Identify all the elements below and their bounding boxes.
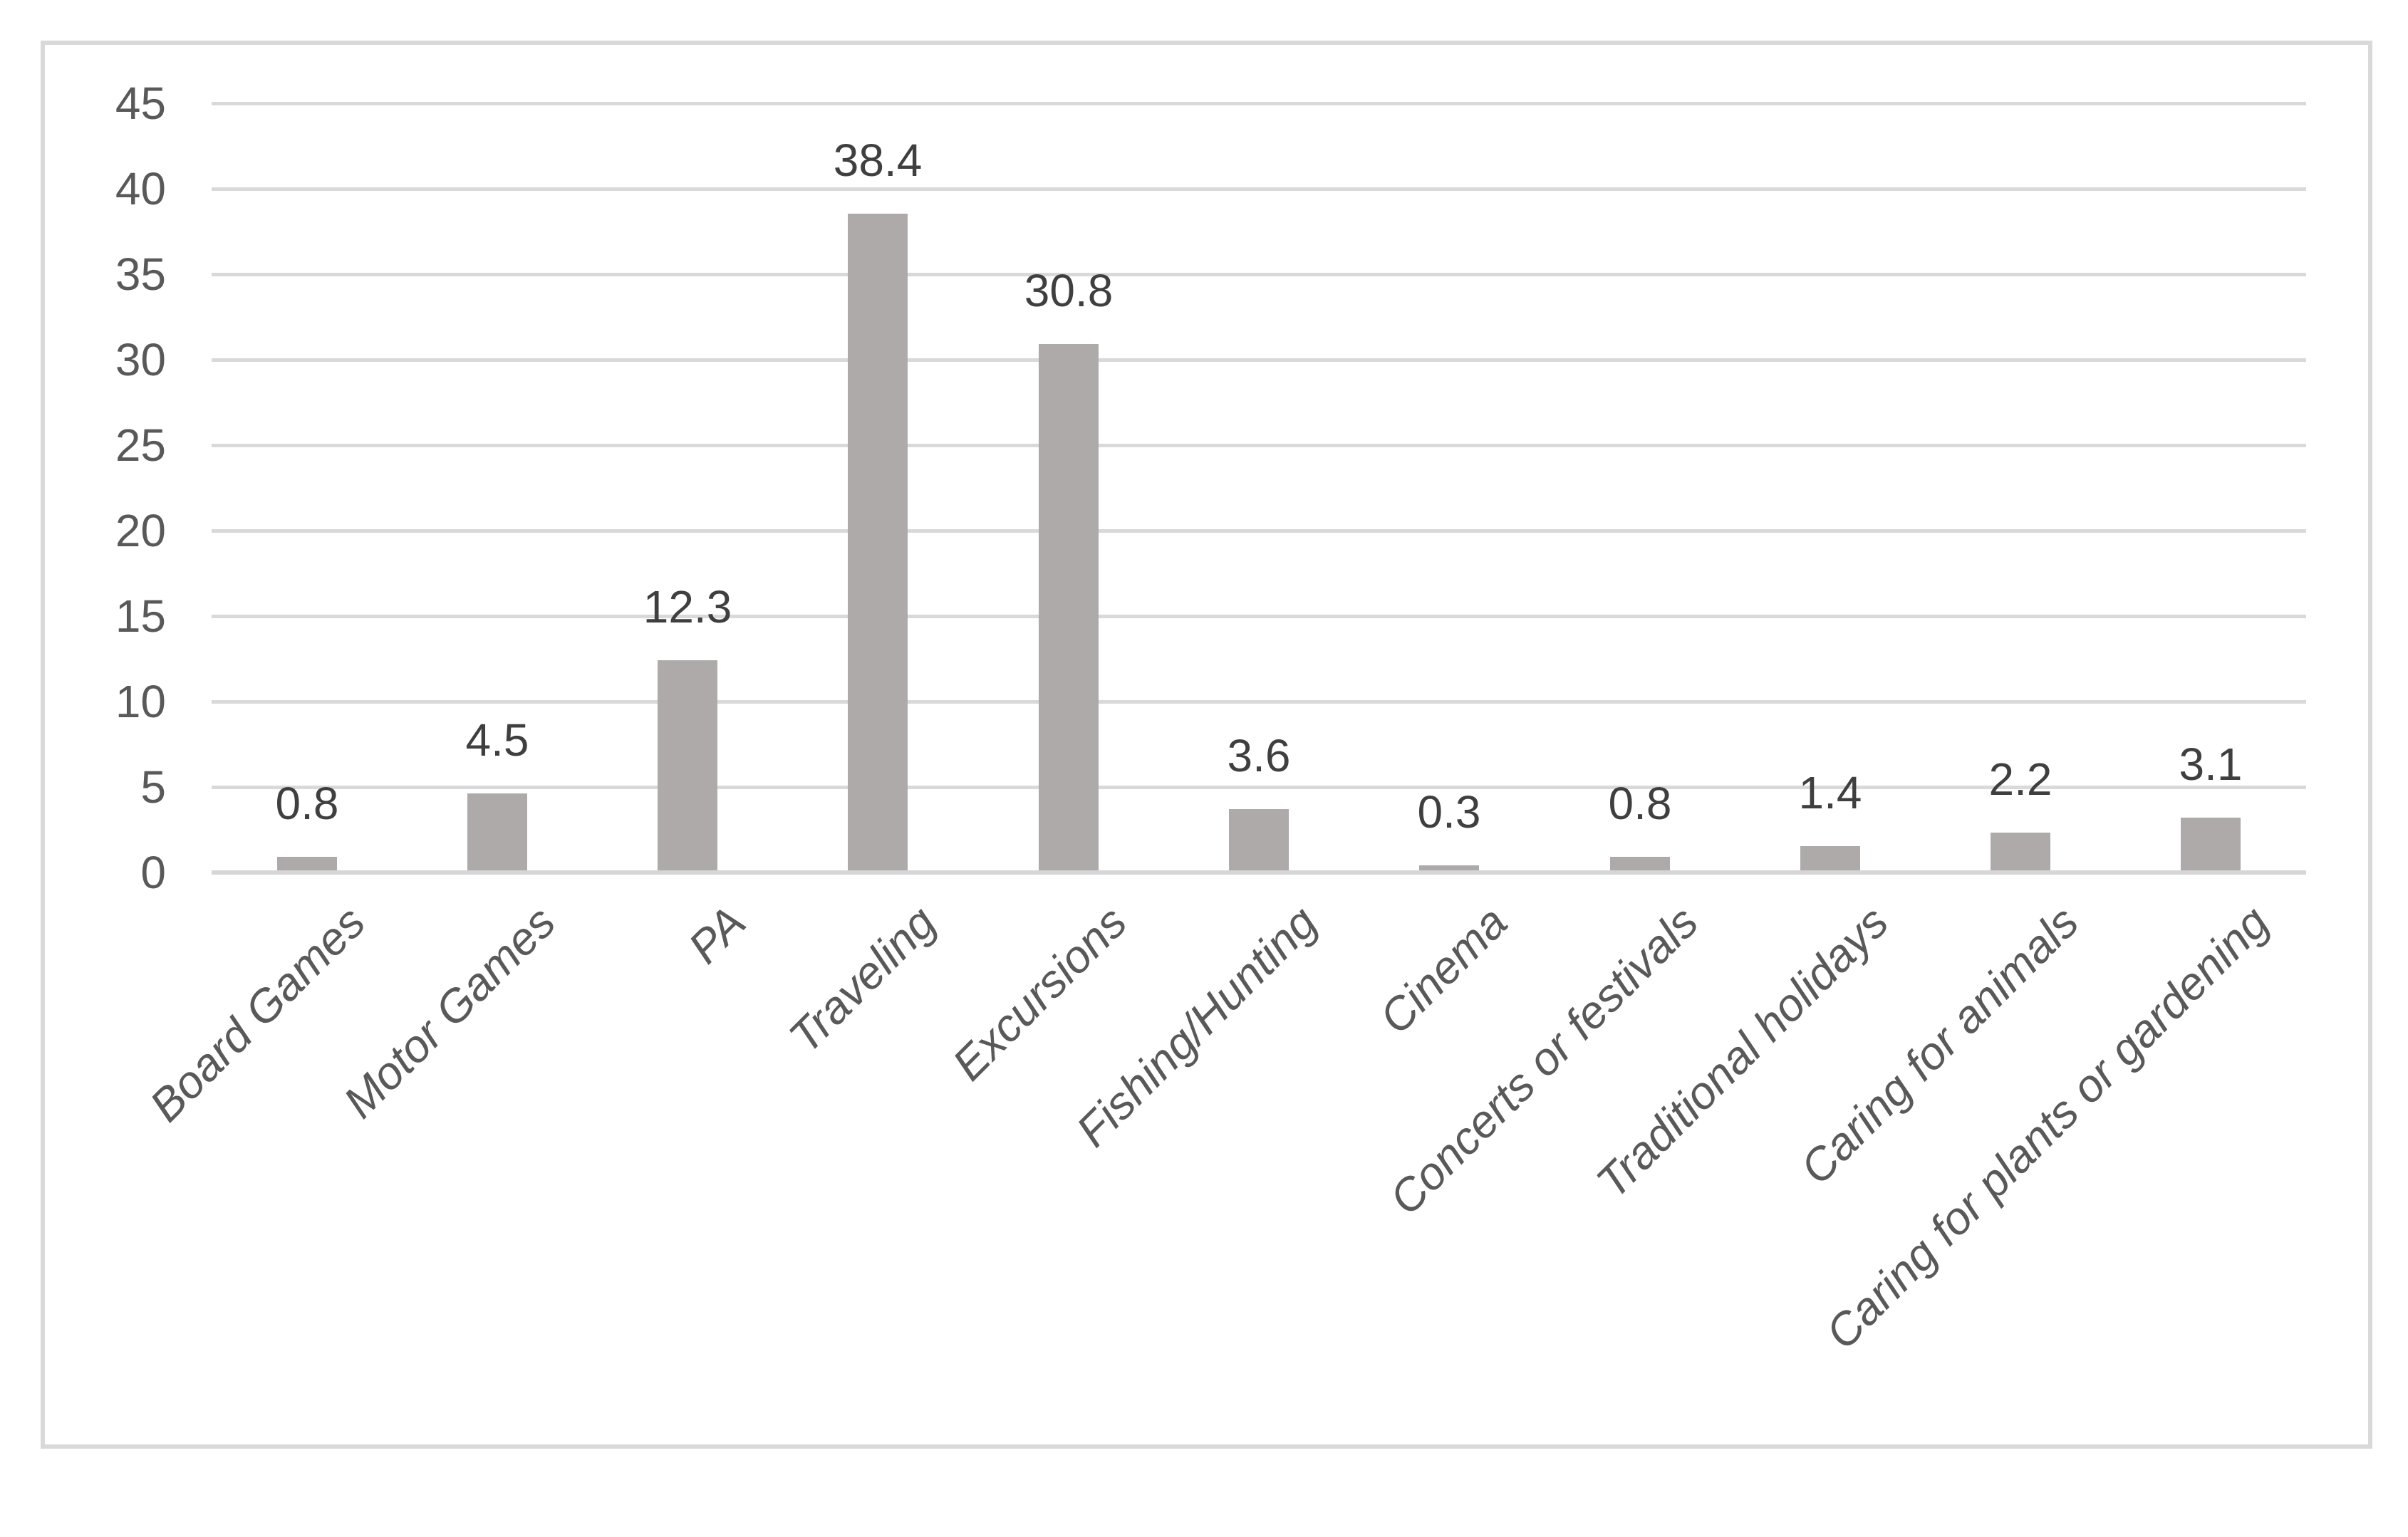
gridline-y-10 [212, 700, 2306, 704]
y-axis-labels-layer: 0 5 10 15 20 25 30 35 40 45 [45, 45, 2368, 1444]
gridline-y-20 [212, 529, 2306, 533]
bar-caring-for-plants-or-gardening [2181, 818, 2241, 870]
value-label: 3.1 [2179, 739, 2243, 790]
value-label: 30.8 [1024, 265, 1114, 316]
value-label: 4.5 [465, 714, 529, 766]
gridline-y-25 [212, 444, 2306, 447]
bars-layer [45, 45, 2368, 1444]
y-tick-label-10: 10 [115, 676, 166, 727]
gridline-y-35 [212, 273, 2306, 276]
value-label: 1.4 [1798, 767, 1862, 818]
chart-frame: 0.8 4.5 12.3 38.4 30.8 3.6 0.3 0.8 1.4 2.2 3.1 0 5 1… [41, 41, 2372, 1449]
gridline-y-40 [212, 187, 2306, 191]
value-labels-layer: 0.8 4.5 12.3 38.4 30.8 3.6 0.3 0.8 1.4 2.2 3.1 [45, 45, 2368, 1444]
value-label: 3.6 [1227, 730, 1291, 781]
gridline-y-30 [212, 358, 2306, 362]
y-tick-label-15: 15 [115, 590, 166, 642]
y-tick-label-20: 20 [115, 505, 166, 556]
y-tick-label-0: 0 [140, 847, 166, 898]
bar-motor-games [467, 793, 527, 870]
x-axis-labels-layer: Board Games Motor Games PA Traveling Excursi… [45, 45, 2368, 1444]
bar-cinema [1419, 865, 1479, 870]
bar-traveling [848, 214, 908, 870]
bar-caring-for-animals [1991, 833, 2050, 870]
gridline-y-5 [212, 786, 2306, 789]
bar-traditional-holidays [1800, 846, 1860, 870]
value-label: 38.4 [833, 135, 923, 186]
value-label: 0.3 [1417, 786, 1481, 838]
y-tick-label-5: 5 [140, 761, 166, 813]
x-axis-line [212, 870, 2306, 875]
page-canvas: { "chart_data": { "type": "bar", "title"… [41, 41, 2372, 1449]
bar-board-games [277, 857, 337, 870]
bar-fishing-hunting [1229, 809, 1289, 870]
gridline-y-15 [212, 615, 2306, 618]
bar-pa [658, 660, 717, 870]
y-tick-label-40: 40 [115, 163, 166, 214]
y-tick-label-45: 45 [115, 78, 166, 129]
value-label: 2.2 [1988, 754, 2052, 805]
bar-excursions [1039, 344, 1099, 870]
value-label: 0.8 [275, 778, 339, 829]
y-tick-label-35: 35 [115, 249, 166, 300]
y-tick-label-25: 25 [115, 420, 166, 471]
gridlines-layer [45, 45, 2368, 1444]
value-label: 12.3 [643, 581, 732, 632]
value-label: 0.8 [1608, 778, 1672, 829]
bar-concerts-or-festivals [1610, 857, 1670, 870]
y-tick-label-30: 30 [115, 334, 166, 385]
gridline-y-45 [212, 102, 2306, 105]
